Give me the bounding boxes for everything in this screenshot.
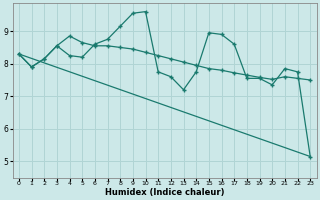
X-axis label: Humidex (Indice chaleur): Humidex (Indice chaleur)	[105, 188, 224, 197]
